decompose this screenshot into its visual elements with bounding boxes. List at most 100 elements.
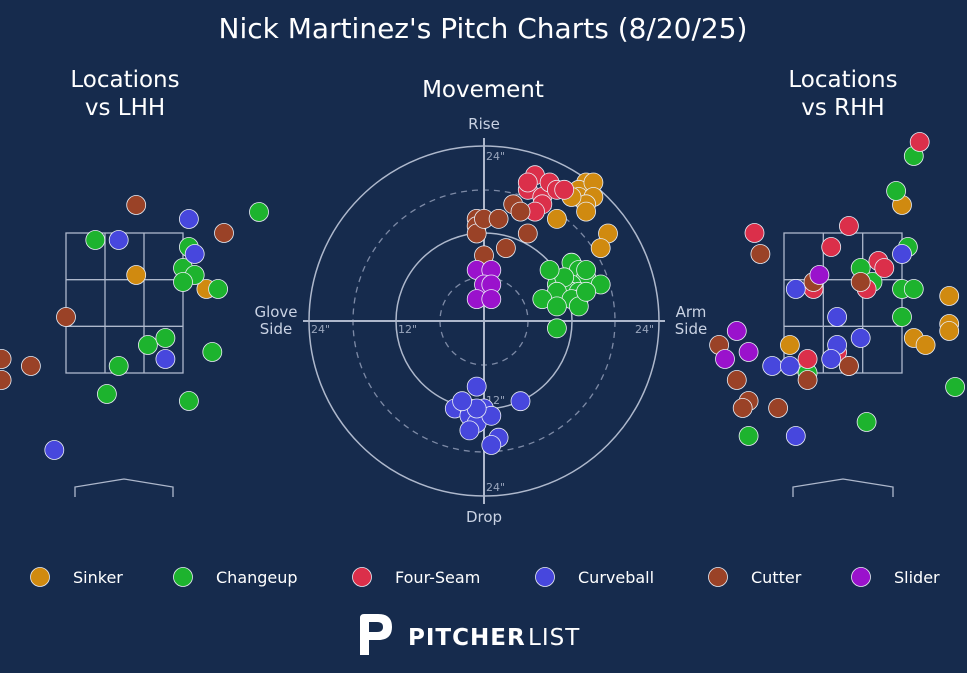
legend-label-cutter: Cutter	[751, 568, 802, 587]
rhh-location-point-four-seam	[839, 216, 859, 236]
lhh-location-point-changeup	[173, 272, 193, 292]
lhh-location-point-cutter	[0, 349, 12, 369]
brand-name-light: LIST	[528, 625, 580, 651]
rhh-location-point-changeup	[945, 377, 965, 397]
rhh-location-point-four-seam	[744, 223, 765, 243]
ring-label-left-12: 12"	[398, 323, 417, 336]
pitcherlist-p-icon	[360, 614, 392, 655]
lhh-location-point-cutter	[126, 195, 147, 215]
rhh-location-point-slider	[809, 265, 830, 285]
lhh-location-point-cutter	[214, 223, 234, 243]
ring-label-left-24: 24"	[311, 323, 330, 336]
movement-point-changeup	[547, 318, 567, 339]
rhh-location-point-curveball	[785, 426, 806, 446]
rhh-location-point-slider	[738, 342, 759, 362]
axis-label-arm-side-line1: Arm	[676, 303, 707, 321]
movement-point-cutter	[495, 238, 516, 259]
lhh-location-point-cutter	[56, 307, 76, 327]
rhh-location-point-changeup	[886, 181, 906, 201]
rhh-location-point-cutter	[750, 244, 771, 264]
lhh-location-point-changeup	[202, 342, 223, 362]
lhh-location-point-curveball	[155, 349, 176, 369]
rhh-location-point-changeup	[903, 279, 924, 299]
rhh-location-point-cutter	[839, 356, 859, 376]
lhh-home-plate	[74, 478, 174, 497]
legend-label-sinker: Sinker	[73, 568, 123, 587]
lhh-location-point-curveball	[178, 209, 199, 229]
lhh-location-point-cutter	[20, 356, 41, 376]
rhh-location-point-cutter	[797, 370, 818, 390]
rhh-location-point-four-seam	[797, 349, 818, 369]
rhh-location-point-curveball	[850, 328, 871, 348]
rhh-location-point-sinker	[915, 335, 936, 355]
rhh-location-point-curveball	[780, 356, 800, 376]
lhh-location-point-changeup	[137, 335, 158, 355]
movement-point-four-seam	[554, 179, 575, 200]
movement-point-sinker	[547, 208, 567, 229]
legend-marker-cutter	[708, 567, 728, 587]
lhh-panel-title-line1: Locations	[70, 67, 179, 93]
lhh-location-point-changeup	[108, 356, 129, 376]
rhh-location-point-cutter	[726, 370, 747, 390]
lhh-location-point-changeup	[97, 384, 117, 404]
movement-points	[444, 165, 618, 455]
rhh-location-point-sinker	[939, 321, 960, 341]
rhh-location-point-changeup	[892, 307, 912, 327]
rhh-location-point-curveball	[785, 279, 806, 299]
lhh-location-point-changeup	[208, 279, 229, 299]
movement-point-sinker	[590, 238, 611, 259]
legend-label-slider: Slider	[894, 568, 940, 587]
axis-label-glove-side-line1: Glove	[254, 303, 297, 321]
rhh-location-point-curveball	[821, 349, 842, 369]
movement-point-cutter	[488, 208, 509, 229]
lhh-location-points	[0, 195, 269, 460]
lhh-location-point-changeup	[178, 391, 199, 411]
rhh-home-plate	[792, 478, 894, 497]
legend-marker-curveball	[535, 567, 555, 587]
pitcherlist-logo: PITCHER LIST	[360, 614, 580, 655]
axis-label-drop: Drop	[466, 508, 502, 526]
rhh-panel-title-line2: vs RHH	[801, 95, 884, 121]
movement-point-cutter	[510, 201, 531, 222]
lhh-location-point-curveball	[44, 440, 65, 460]
rhh-location-point-curveball	[827, 307, 847, 327]
axis-label-rise: Rise	[468, 115, 500, 133]
movement-point-sinker	[576, 201, 596, 222]
axis-label-arm-side-line2: Side	[675, 320, 707, 338]
movement-point-curveball	[459, 420, 480, 441]
pitch-type-legend: Sinker Changeup Four-Seam Curveball Cutter Sl…	[30, 567, 940, 587]
movement-point-changeup	[576, 260, 596, 280]
rhh-location-point-changeup	[738, 426, 759, 446]
movement-panel-title: Movement	[422, 77, 544, 103]
movement-point-curveball	[510, 391, 531, 412]
brand-name-bold: PITCHER	[408, 625, 526, 651]
movement-point-slider	[481, 289, 502, 310]
movement-point-changeup	[576, 281, 596, 302]
legend-label-curveball: Curveball	[578, 568, 654, 587]
legend-label-four-seam: Four-Seam	[395, 568, 480, 587]
lhh-location-point-changeup	[249, 202, 269, 222]
rhh-location-point-sinker	[780, 335, 800, 355]
ring-label-right-24: 24"	[635, 323, 654, 336]
rhh-location-point-curveball	[892, 244, 912, 264]
movement-point-changeup	[539, 260, 560, 280]
lhh-location-point-changeup	[85, 230, 106, 250]
rhh-location-point-cutter	[768, 398, 788, 418]
lhh-location-point-sinker	[126, 265, 147, 285]
rhh-location-point-changeup	[856, 412, 877, 432]
movement-point-changeup	[547, 296, 567, 317]
rhh-location-points	[709, 132, 965, 446]
rhh-location-point-sinker	[939, 286, 960, 306]
movement-point-curveball	[466, 376, 487, 397]
movement-point-four-seam	[517, 172, 538, 193]
legend-marker-sinker	[30, 567, 50, 587]
lhh-location-point-cutter	[0, 370, 12, 390]
legend-label-changeup: Changeup	[216, 568, 298, 587]
movement-point-curveball	[452, 391, 473, 412]
ring-label-bottom-24: 24"	[486, 481, 505, 494]
rhh-location-point-curveball	[762, 356, 783, 376]
legend-marker-slider	[851, 567, 871, 587]
rhh-location-point-four-seam	[821, 237, 842, 257]
movement-point-cutter	[517, 223, 538, 244]
